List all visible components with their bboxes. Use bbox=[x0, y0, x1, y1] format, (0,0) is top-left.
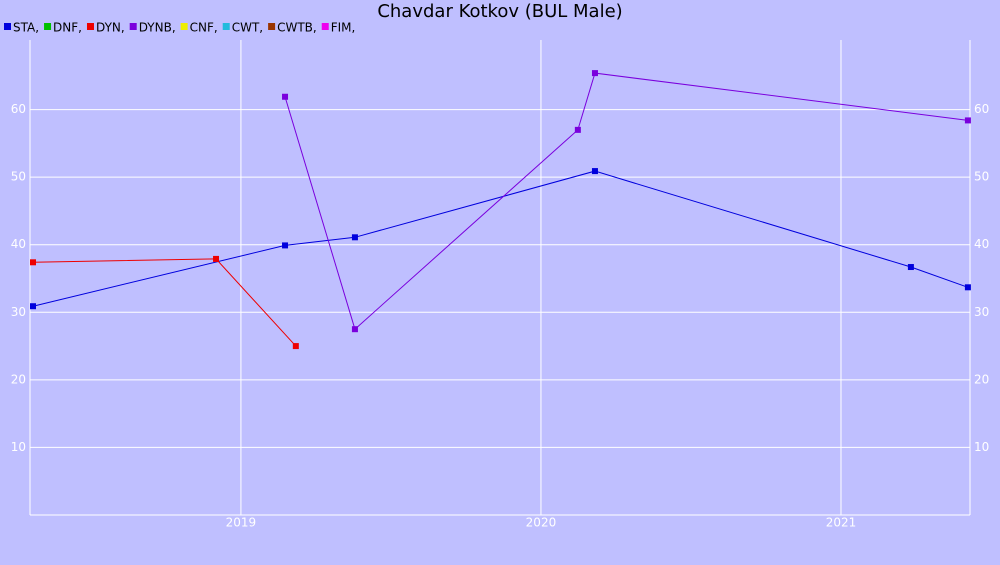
data-point bbox=[907, 264, 914, 271]
x-tick-label: 2020 bbox=[526, 516, 557, 530]
y2-tick-label: 30 bbox=[974, 305, 989, 319]
y2-tick-label: 40 bbox=[974, 237, 989, 251]
y-tick-label: 60 bbox=[11, 102, 26, 116]
legend-swatch bbox=[321, 23, 329, 30]
data-point bbox=[591, 70, 598, 77]
y2-tick-label: 50 bbox=[974, 170, 989, 184]
legend-label: DYN, bbox=[96, 21, 125, 35]
y-tick-label: 20 bbox=[11, 372, 26, 386]
legend-label: CNF, bbox=[190, 21, 218, 35]
legend-swatch bbox=[268, 23, 276, 30]
data-point bbox=[964, 284, 971, 291]
y-tick-label: 40 bbox=[11, 237, 26, 251]
data-point bbox=[282, 242, 289, 249]
y2-tick-label: 10 bbox=[974, 440, 989, 454]
x-tick-label: 2021 bbox=[826, 516, 857, 530]
y2-tick-label: 60 bbox=[974, 102, 989, 116]
y2-tick-label: 20 bbox=[974, 372, 989, 386]
legend-swatch bbox=[4, 23, 11, 30]
data-point bbox=[574, 126, 581, 133]
data-point bbox=[964, 117, 971, 124]
legend-label: FIM, bbox=[331, 21, 356, 35]
legend-swatch bbox=[129, 23, 137, 30]
legend-swatch bbox=[180, 23, 188, 30]
data-point bbox=[282, 93, 289, 100]
data-point bbox=[213, 255, 220, 262]
data-point bbox=[292, 343, 299, 350]
legend-swatch bbox=[86, 23, 94, 30]
legend-label: STA, bbox=[13, 21, 39, 35]
series-line bbox=[32, 170, 969, 307]
legend-label: DNF, bbox=[53, 21, 82, 35]
legend-swatch bbox=[222, 23, 230, 30]
data-point bbox=[30, 303, 37, 310]
legend-label: CWT, bbox=[232, 21, 263, 35]
data-point bbox=[591, 168, 598, 175]
y-tick-label: 10 bbox=[11, 440, 26, 454]
data-point bbox=[351, 326, 358, 333]
data-point bbox=[351, 234, 358, 241]
y-tick-label: 30 bbox=[11, 305, 26, 319]
y-tick-label: 50 bbox=[11, 170, 26, 184]
x-tick-label: 2019 bbox=[226, 516, 257, 530]
chart-title: Chavdar Kotkov (BUL Male) bbox=[377, 1, 622, 22]
legend-label: DYNB, bbox=[139, 21, 176, 35]
data-point bbox=[30, 259, 37, 266]
legend-label: CWTB, bbox=[277, 21, 317, 35]
legend-swatch bbox=[44, 23, 52, 30]
